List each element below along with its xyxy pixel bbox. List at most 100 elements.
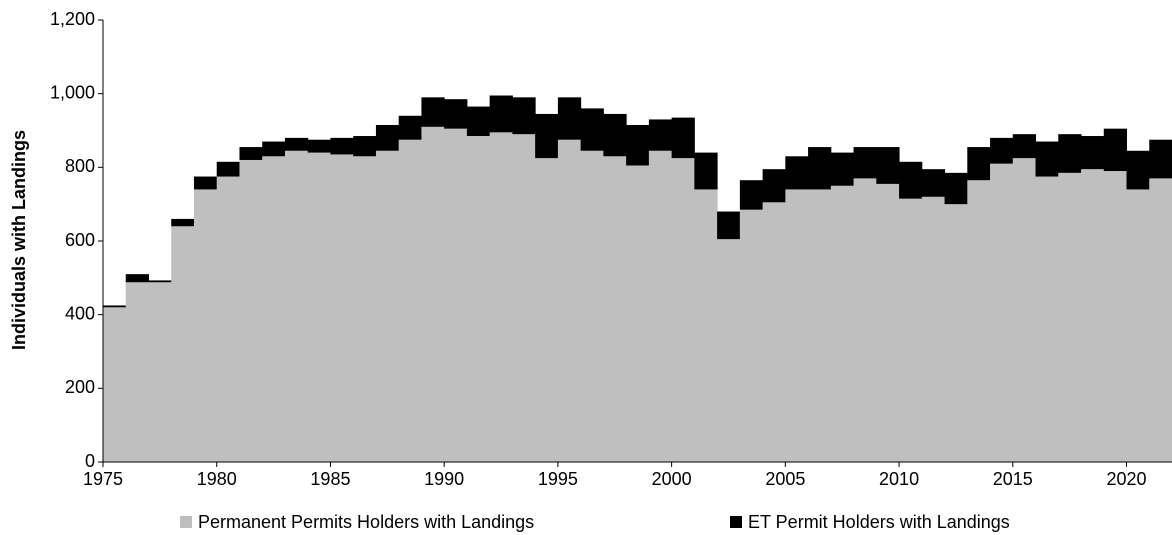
y-tick-label: 1,000 (50, 82, 95, 102)
area-step (967, 180, 991, 462)
area-step (1149, 178, 1172, 462)
x-tick-label: 1980 (197, 469, 237, 489)
area-step (762, 202, 786, 462)
area-step (1149, 139, 1172, 179)
area-step (421, 126, 445, 463)
area-step (330, 137, 354, 155)
area-step (148, 282, 172, 462)
area-step (421, 97, 445, 127)
area-step (671, 117, 695, 159)
area-step (808, 147, 832, 190)
area-step (148, 280, 172, 283)
area-step (1103, 171, 1128, 462)
area-step (535, 158, 559, 462)
area-step (512, 97, 536, 135)
area-step (944, 204, 968, 462)
area-step (990, 163, 1014, 462)
area-step (239, 147, 263, 160)
x-tick-label: 1990 (424, 469, 464, 489)
area-step (1103, 128, 1128, 172)
area-step (103, 307, 127, 462)
area-step (1126, 189, 1150, 462)
area-step (284, 137, 309, 151)
area-step (557, 139, 582, 463)
area-step (603, 156, 627, 463)
area-step (694, 152, 718, 190)
area-step (626, 165, 650, 462)
area-step (717, 211, 741, 240)
area-step (876, 147, 900, 184)
x-tick-label: 2020 (1106, 469, 1146, 489)
area-step (1081, 136, 1105, 170)
area-step (512, 134, 536, 462)
area-step (125, 282, 149, 462)
area-step (307, 139, 331, 153)
x-tick-label: 2015 (993, 469, 1033, 489)
y-tick-label: 600 (65, 230, 95, 250)
area-step (899, 198, 923, 462)
area-step (193, 176, 218, 190)
area-step (694, 189, 718, 462)
legend-swatch (730, 516, 742, 528)
area-step (1012, 158, 1037, 462)
area-step (284, 150, 309, 462)
area-step (739, 180, 764, 210)
area-step (830, 185, 855, 462)
area-step (967, 147, 991, 181)
area-step (557, 97, 582, 140)
area-step (921, 169, 946, 197)
area-step (398, 139, 422, 463)
x-tick-label: 1995 (538, 469, 578, 489)
area-step (648, 119, 673, 151)
area-step (1081, 169, 1105, 463)
area-step (762, 169, 786, 203)
area-step (239, 159, 263, 462)
area-step (262, 141, 286, 157)
area-step (876, 183, 900, 463)
area-step (444, 128, 468, 463)
area-step (626, 124, 650, 166)
y-tick-label: 400 (65, 303, 95, 323)
area-step (785, 156, 809, 190)
area-step (1126, 150, 1150, 190)
area-step (307, 152, 331, 462)
area-step (125, 274, 149, 283)
y-tick-label: 800 (65, 156, 95, 176)
area-step (444, 99, 468, 129)
area-step (580, 150, 604, 462)
x-tick-label: 1985 (310, 469, 350, 489)
area-step (262, 156, 286, 463)
area-step (808, 189, 832, 462)
area-step (921, 196, 946, 463)
area-step (171, 226, 195, 462)
area-step (990, 137, 1014, 164)
area-step (216, 176, 240, 462)
area-step (330, 154, 354, 463)
area-step (648, 150, 673, 462)
x-tick-label: 2005 (765, 469, 805, 489)
x-tick-label: 2000 (652, 469, 692, 489)
area-step (785, 189, 809, 462)
area-step (1012, 134, 1037, 159)
area-step (1058, 134, 1082, 173)
area-step (535, 113, 559, 159)
y-axis-label: Individuals with Landings (9, 130, 29, 350)
area-step (853, 178, 877, 462)
area-step (899, 161, 923, 199)
area-step (466, 106, 491, 137)
area-step (193, 189, 218, 462)
area-step (353, 136, 377, 157)
area-step (353, 156, 377, 463)
area-step (375, 124, 400, 151)
area-step (717, 239, 741, 462)
area-step (171, 218, 195, 227)
area-step (1058, 172, 1082, 462)
area-step (944, 172, 968, 205)
area-step (216, 161, 240, 177)
legend-label: ET Permit Holders with Landings (748, 512, 1010, 532)
y-tick-label: 1,200 (50, 9, 95, 29)
area-step (671, 158, 695, 462)
area-step (103, 305, 127, 308)
area-step (580, 108, 604, 151)
